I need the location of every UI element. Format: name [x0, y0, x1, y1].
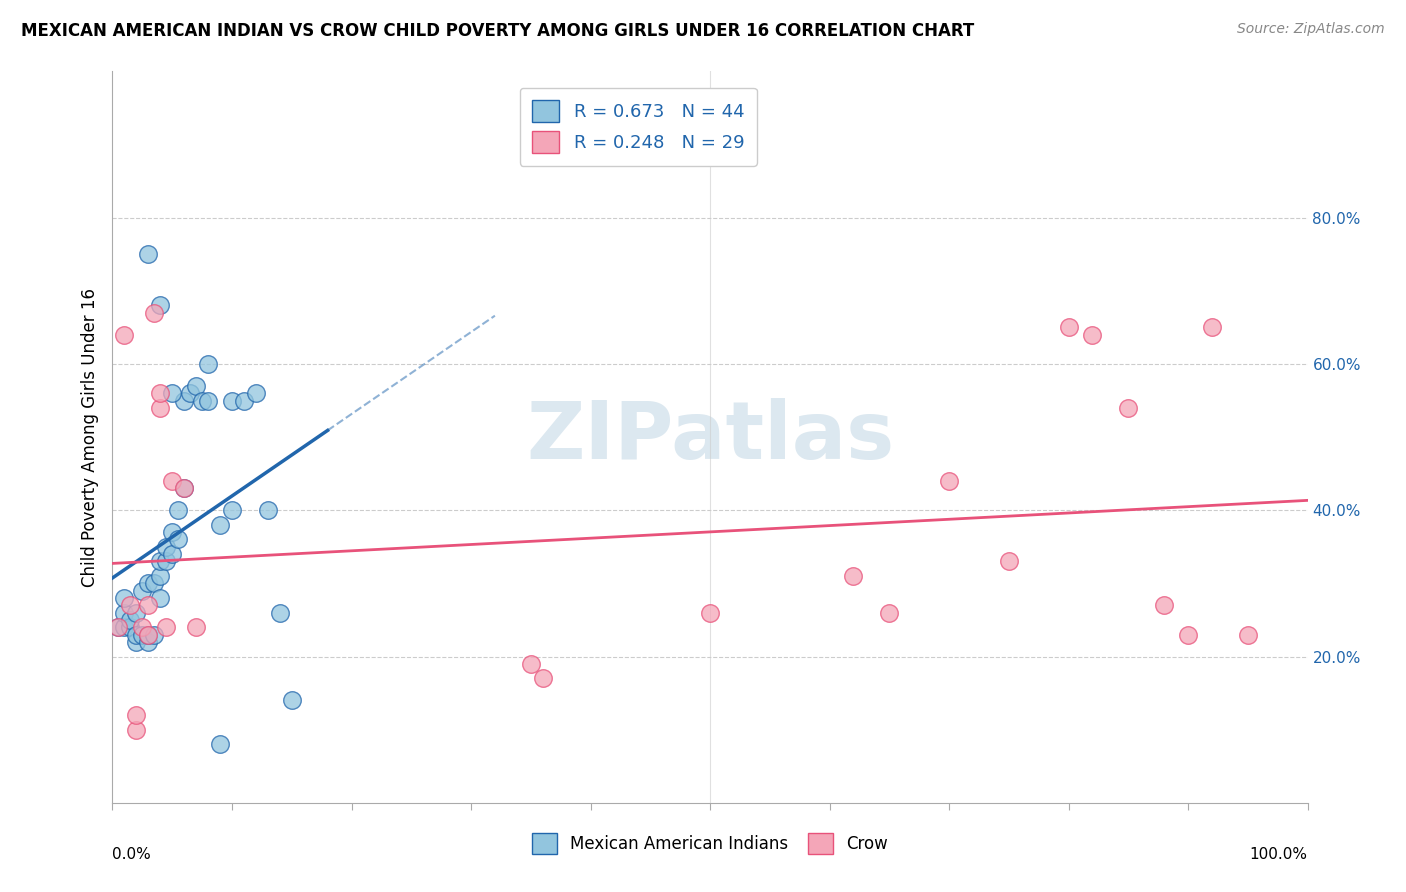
Point — [1201, 320, 1223, 334]
Text: ZIPatlas: ZIPatlas — [526, 398, 894, 476]
Point — [998, 554, 1021, 568]
Point — [1081, 327, 1104, 342]
Point — [162, 547, 183, 561]
Point — [257, 503, 280, 517]
Point — [143, 576, 166, 591]
Point — [114, 606, 135, 620]
Point — [138, 627, 160, 641]
Point — [143, 306, 166, 320]
Point — [167, 503, 190, 517]
Point — [120, 620, 142, 634]
Point — [186, 620, 208, 634]
Point — [155, 540, 177, 554]
Y-axis label: Child Poverty Among Girls Under 16: Child Poverty Among Girls Under 16 — [80, 287, 98, 587]
Point — [114, 327, 135, 342]
Point — [209, 737, 232, 751]
Point — [114, 620, 135, 634]
Point — [179, 386, 201, 401]
Point — [131, 620, 153, 634]
Point — [1237, 627, 1260, 641]
Point — [162, 525, 183, 540]
Point — [520, 657, 543, 671]
Point — [125, 635, 148, 649]
Point — [143, 627, 166, 641]
Text: Source: ZipAtlas.com: Source: ZipAtlas.com — [1237, 22, 1385, 37]
Point — [155, 554, 177, 568]
Point — [269, 606, 291, 620]
Point — [167, 533, 190, 547]
Point — [125, 723, 148, 737]
Point — [114, 591, 135, 605]
Point — [233, 393, 256, 408]
Point — [149, 386, 172, 401]
Point — [1057, 320, 1080, 334]
Point — [120, 599, 142, 613]
Point — [125, 627, 148, 641]
Point — [281, 693, 304, 707]
Point — [1177, 627, 1199, 641]
Point — [1153, 599, 1175, 613]
Point — [125, 708, 148, 723]
Legend: Mexican American Indians, Crow: Mexican American Indians, Crow — [524, 827, 896, 860]
Point — [149, 298, 172, 312]
Point — [173, 393, 195, 408]
Point — [191, 393, 214, 408]
Point — [186, 379, 208, 393]
Point — [842, 569, 865, 583]
Point — [197, 393, 219, 408]
Point — [162, 386, 183, 401]
Point — [173, 481, 195, 495]
Point — [131, 627, 153, 641]
Point — [138, 599, 160, 613]
Point — [120, 613, 142, 627]
Point — [149, 401, 172, 415]
Point — [197, 357, 219, 371]
Point — [879, 606, 901, 620]
Point — [131, 583, 153, 598]
Text: 100.0%: 100.0% — [1250, 847, 1308, 862]
Point — [162, 474, 183, 488]
Point — [173, 481, 195, 495]
Point — [138, 635, 160, 649]
Point — [531, 672, 554, 686]
Point — [699, 606, 721, 620]
Point — [938, 474, 960, 488]
Point — [138, 627, 160, 641]
Point — [1118, 401, 1140, 415]
Point — [107, 620, 129, 634]
Point — [149, 591, 172, 605]
Point — [107, 620, 129, 634]
Point — [138, 247, 160, 261]
Point — [149, 569, 172, 583]
Point — [155, 620, 177, 634]
Point — [221, 393, 243, 408]
Point — [149, 554, 172, 568]
Point — [221, 503, 243, 517]
Point — [209, 517, 232, 532]
Point — [245, 386, 267, 401]
Text: MEXICAN AMERICAN INDIAN VS CROW CHILD POVERTY AMONG GIRLS UNDER 16 CORRELATION C: MEXICAN AMERICAN INDIAN VS CROW CHILD PO… — [21, 22, 974, 40]
Text: 0.0%: 0.0% — [112, 847, 152, 862]
Point — [138, 576, 160, 591]
Point — [125, 606, 148, 620]
